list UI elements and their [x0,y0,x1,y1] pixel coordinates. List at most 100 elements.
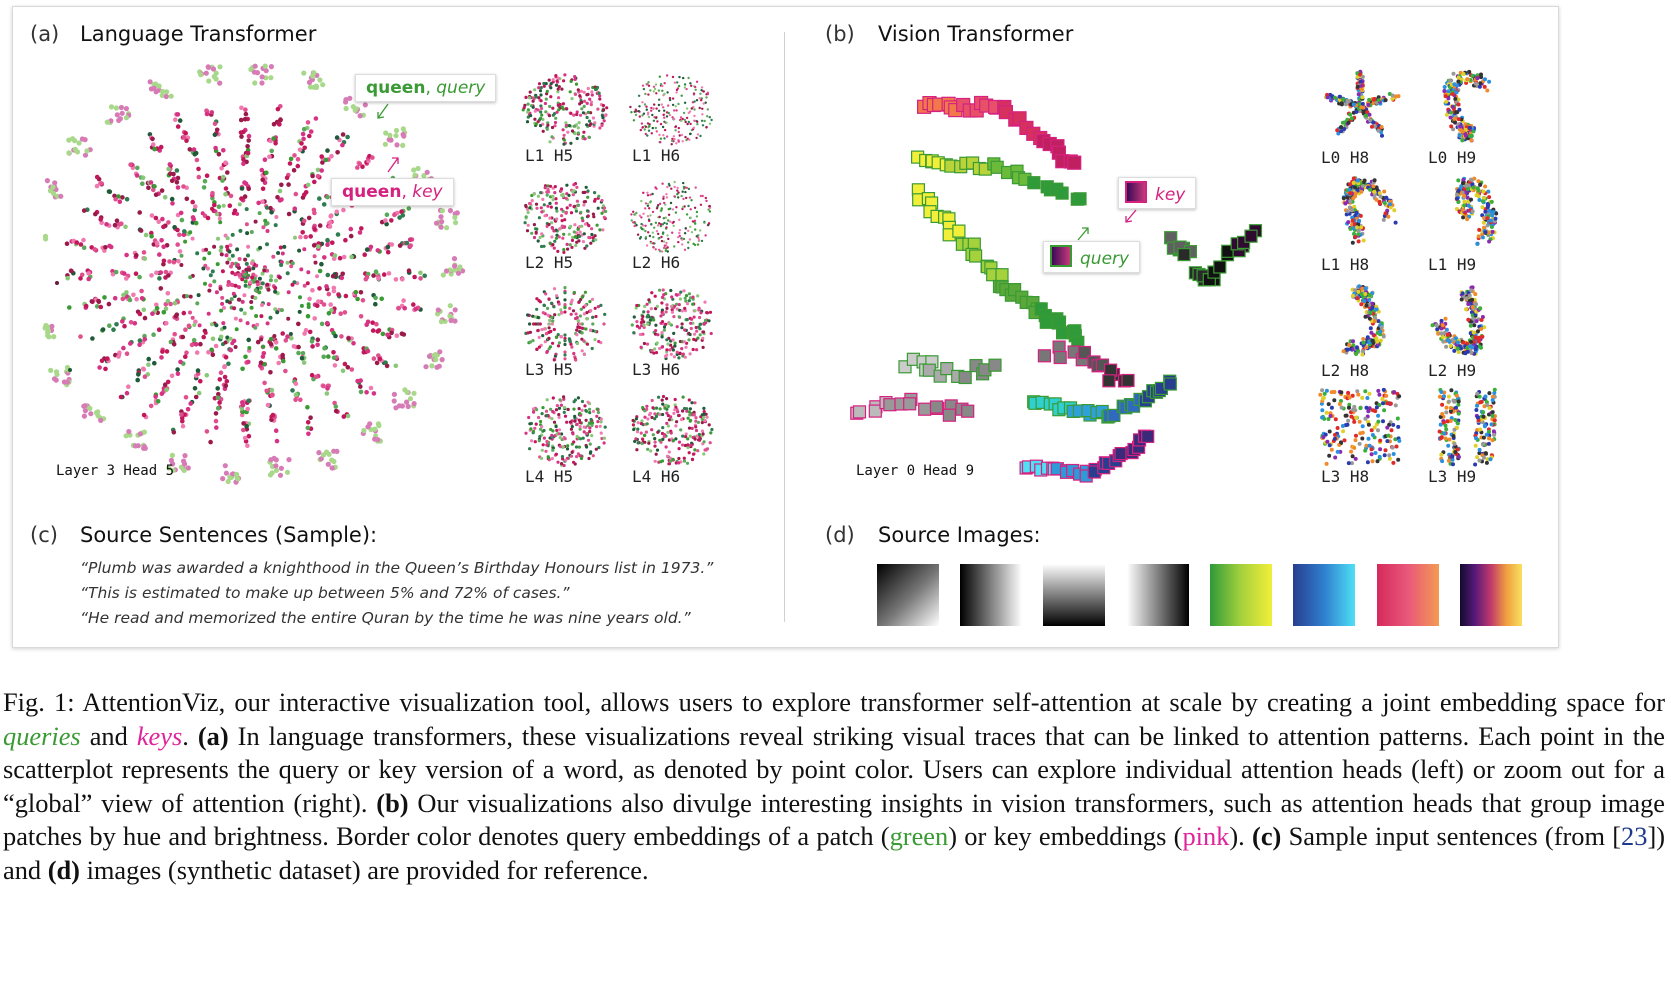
spoke-point [293,392,299,398]
vision-thumbnail-point [1367,298,1372,302]
spoke-point [373,295,378,301]
thumbnail-point [658,288,662,292]
thumbnail-point [653,332,658,336]
spoke-point [331,288,337,294]
thumbnail-point [562,395,566,399]
vision-thumbnail-point [1448,78,1453,83]
thumbnail-point [647,93,650,96]
vision-thumbnail-point [1351,180,1356,185]
spoke-point [187,147,193,152]
spoke-point [160,349,165,354]
thumbnail-point [546,121,550,125]
vision-thumbnail-point [1379,338,1383,343]
thumbnail-point [535,297,539,301]
vision-thumbnail-point [1397,394,1402,399]
vision-thumbnail-point [1332,436,1337,441]
inner-point [257,290,262,295]
thumbnail-point [555,294,559,298]
language-thumbnail-grid[interactable] [520,70,730,490]
inner-point [263,218,268,223]
spoke-point [279,182,284,188]
vision-patch [1056,326,1070,340]
spoke-point [339,275,345,281]
vision-thumbnail-point [1346,347,1350,352]
spoke-point [370,155,375,160]
spoke-point [322,255,327,260]
spoke-point [137,274,142,280]
vision-thumbnail-point [1350,208,1355,213]
outer-cluster-point [273,467,280,473]
thumbnail-point [663,137,666,140]
inner-point [306,270,311,275]
spoke-point [340,132,346,137]
thumbnail-point [534,95,538,99]
spoke-point [358,290,364,295]
spoke-point [191,147,197,152]
thumbnail-point [664,216,667,219]
spoke-point [177,249,183,254]
thumbnail-point [652,107,655,110]
vision-thumbnail-point [1469,288,1474,293]
spoke-point [364,322,370,328]
thumbnail-point [686,416,690,420]
thumbnail-point [597,446,601,450]
spoke-point [246,398,251,404]
inner-point [240,277,245,282]
spoke-point [175,371,181,377]
thumbnail-point [674,211,678,214]
thumbnail-point [666,234,669,237]
thumbnail-point [557,108,561,112]
thumbnail-point [557,85,561,89]
inner-point [242,311,247,316]
spoke-point [384,363,390,369]
spoke-point [198,378,203,384]
thumbnail-point [654,83,658,86]
thumbnail-point [647,231,650,234]
inner-point [247,346,252,350]
thumbnail-point [689,122,692,126]
thumbnail-point [707,222,711,225]
spoke-point [228,347,234,353]
query-callout-type: query [436,78,486,98]
thumbnail-point [696,449,700,453]
vision-query-callout-text: query [1080,249,1130,269]
vision-thumbnail-point [1355,345,1359,350]
inner-point [214,290,219,295]
spoke-point [246,433,252,439]
thumbnail-point [665,74,669,77]
thumbnail-point [560,224,564,228]
spoke-point [290,388,295,393]
spoke-point [270,392,275,398]
vision-thumbnail-point [1352,221,1357,226]
spoke-point [93,211,98,217]
vision-thumbnail-point [1364,303,1369,308]
thumbnail-point [575,110,579,114]
thumb-label-l1h6: L1 H6 [632,146,681,165]
thumbnail-point [676,189,679,192]
thumbnail-point [655,92,658,95]
thumbnail-point [687,426,692,430]
thumbnail-point [570,238,575,242]
vision-thumbnail-point [1466,203,1471,208]
outer-cluster-point [45,329,51,336]
thumbnail-point [674,461,678,465]
vision-thumbnail-point [1350,218,1355,223]
language-scatterplot[interactable] [40,60,510,490]
spoke-point [293,191,299,197]
outer-cluster-point [438,214,444,220]
inner-point [214,323,219,328]
spoke-point [265,402,271,408]
thumbnail-point [657,103,661,107]
vision-scatterplot[interactable] [845,75,1275,490]
vision-thumbnail-grid[interactable] [1315,66,1530,486]
spoke-point [256,200,261,206]
thumbnail-point [530,199,534,203]
vision-thumbnail-point [1333,432,1337,437]
thumbnail-point [563,342,567,347]
outer-cluster-point [423,364,429,370]
inner-point [218,220,223,225]
outer-cluster-point [43,236,49,242]
thumbnail-point [584,408,588,413]
thumbnail-point [649,201,652,204]
vision-thumbnail-point [1343,201,1348,206]
